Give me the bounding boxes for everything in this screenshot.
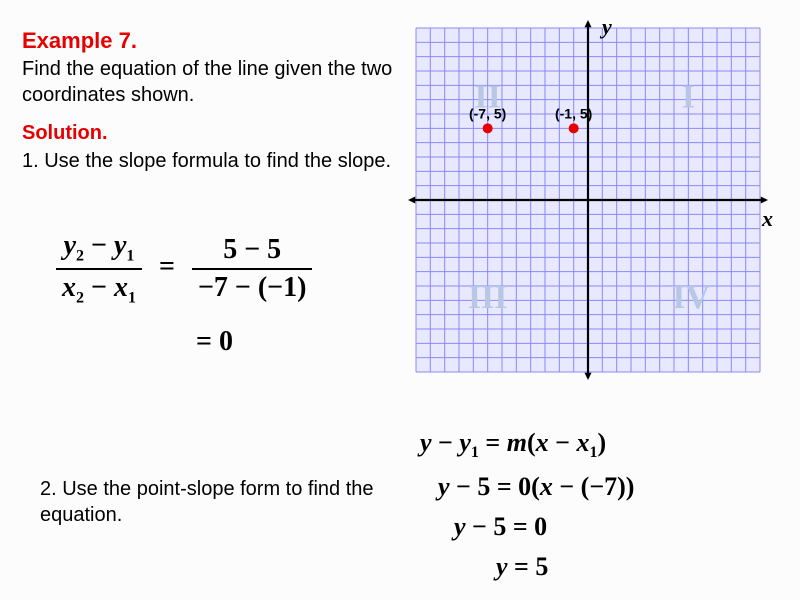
step-1-text: 1. Use the slope formula to find the slo…	[22, 148, 392, 174]
svg-text:III: III	[468, 279, 508, 316]
svg-text:I: I	[682, 78, 695, 115]
svg-text:(-1, 5): (-1, 5)	[555, 105, 592, 121]
slope-rhs-fraction: 5 − 5 −7 − (−1)	[192, 234, 313, 304]
svg-text:IV: IV	[672, 279, 710, 316]
slope-lhs-fraction: y2 − y1 x2 − x1	[56, 230, 142, 307]
ps-line-1: y − y1 = m(x − x1)	[420, 428, 634, 462]
slope-rhs-numerator: 5 − 5	[192, 234, 313, 270]
slope-lhs-numerator: y2 − y1	[64, 230, 135, 261]
slope-formula: y2 − y1 x2 − x1 = 5 − 5 −7 − (−1)	[56, 230, 312, 307]
ps-line-2: y − 5 = 0(x − (−7))	[420, 472, 634, 502]
graph-svg: IIIIIIIVxy(-7, 5)(-1, 5)	[398, 10, 778, 390]
ps-line-3: y − 5 = 0	[420, 512, 634, 542]
solution-label: Solution.	[22, 122, 108, 145]
step-2-text: 2. Use the point-slope form to find the …	[40, 476, 410, 528]
ps-line-4: y = 5	[420, 552, 634, 582]
example-label: Example 7.	[22, 28, 137, 54]
point-slope-equations: y − y1 = m(x − x1) y − 5 = 0(x − (−7)) y…	[420, 428, 634, 592]
slope-result: = 0	[196, 326, 233, 358]
coordinate-graph: IIIIIIIVxy(-7, 5)(-1, 5)	[398, 10, 778, 390]
slope-rhs-denominator: −7 − (−1)	[192, 270, 313, 304]
problem-statement: Find the equation of the line given the …	[22, 56, 402, 108]
svg-text:x: x	[761, 206, 773, 231]
equals-sign: =	[159, 251, 175, 282]
svg-text:(-7, 5): (-7, 5)	[469, 105, 506, 121]
slope-lhs-denominator: x2 − x1	[62, 272, 136, 303]
